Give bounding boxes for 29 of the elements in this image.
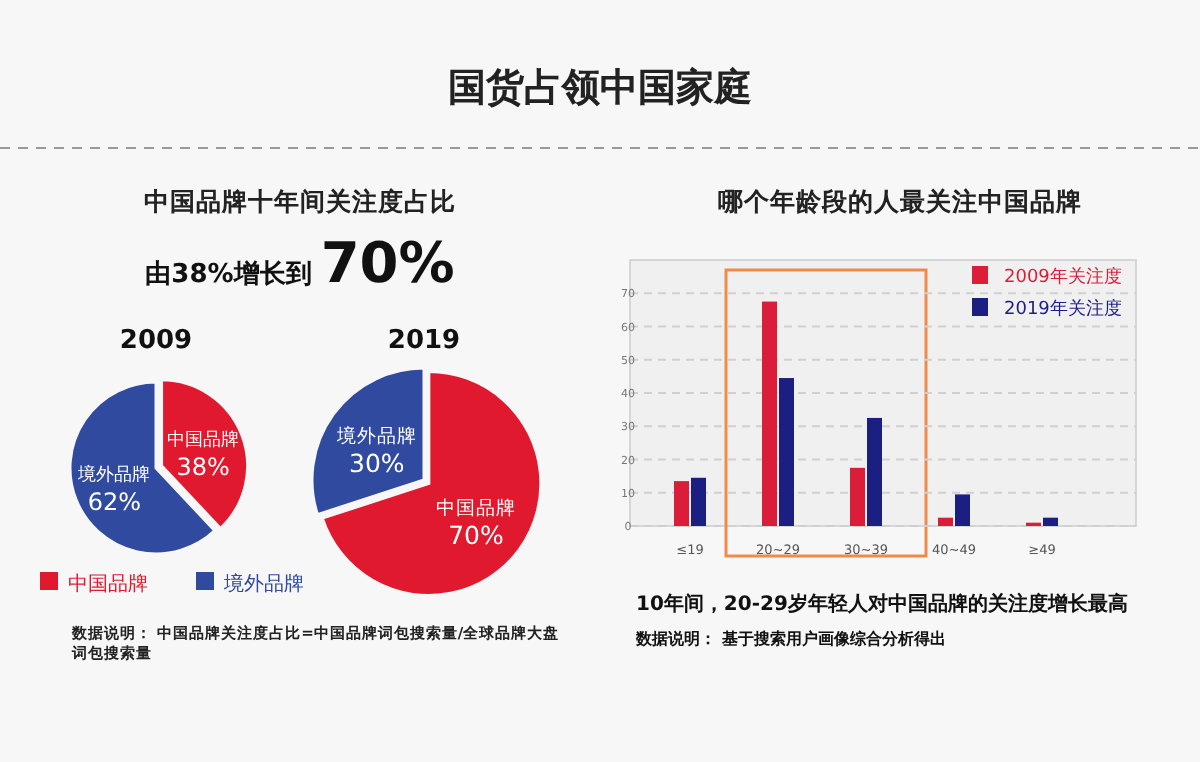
legend-label: 2019年关注度 bbox=[1004, 298, 1122, 320]
data-label: 70% bbox=[448, 519, 504, 550]
text: 国货占领中国家庭 bbox=[448, 66, 752, 110]
text: 由38%增长到 70% bbox=[145, 230, 455, 296]
bar bbox=[779, 378, 794, 526]
legend-label: 境外品牌 bbox=[222, 572, 304, 596]
slice-label: 中国品牌 bbox=[435, 495, 516, 520]
bar bbox=[691, 477, 706, 526]
bar bbox=[850, 467, 865, 526]
chart-title: 2019 bbox=[387, 326, 461, 356]
bar bbox=[674, 481, 689, 526]
legend-label: 中国品牌 bbox=[68, 572, 148, 596]
slice-label: 境外品牌 bbox=[76, 464, 151, 487]
text: 10年间，20-29岁年轻人对中国品牌的关注度增长最高 bbox=[636, 592, 1128, 616]
data-label: 30% bbox=[349, 447, 405, 478]
chart-title: 2009 bbox=[119, 326, 193, 356]
bar bbox=[938, 517, 953, 526]
text: 中国品牌十年间关注度占比 bbox=[144, 186, 456, 216]
data-label: 38% bbox=[176, 453, 230, 482]
data-label: 62% bbox=[87, 488, 142, 517]
chart-title: 哪个年龄段的人最关注中国品牌 bbox=[718, 186, 1082, 216]
bar bbox=[762, 301, 777, 526]
slice-label: 中国品牌 bbox=[167, 429, 240, 452]
bar bbox=[1043, 517, 1058, 526]
legend-label: 2009年关注度 bbox=[1004, 266, 1122, 288]
slice-label: 境外品牌 bbox=[334, 423, 417, 448]
bar bbox=[955, 494, 970, 526]
text: 数据说明： 基于搜索用户画像综合分析得出 bbox=[634, 630, 946, 648]
bar bbox=[867, 417, 882, 526]
